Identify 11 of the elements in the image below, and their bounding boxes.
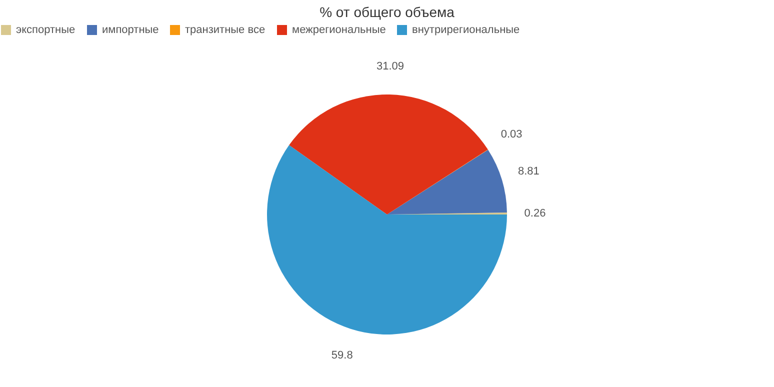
- legend-label: экспортные: [16, 24, 76, 36]
- legend-label: импортные: [102, 24, 159, 36]
- data-label: 31.09: [376, 60, 404, 73]
- legend-label: внутрирегиональные: [412, 24, 520, 36]
- legend-label: межрегиональные: [292, 24, 386, 36]
- data-label: 59.8: [331, 350, 353, 362]
- data-label: 8.81: [518, 166, 540, 178]
- data-label: 0.03: [500, 128, 522, 141]
- data-label: 0.26: [524, 207, 546, 220]
- chart-title: % от общего объема: [320, 4, 455, 20]
- legend-label: транзитные все: [185, 24, 266, 36]
